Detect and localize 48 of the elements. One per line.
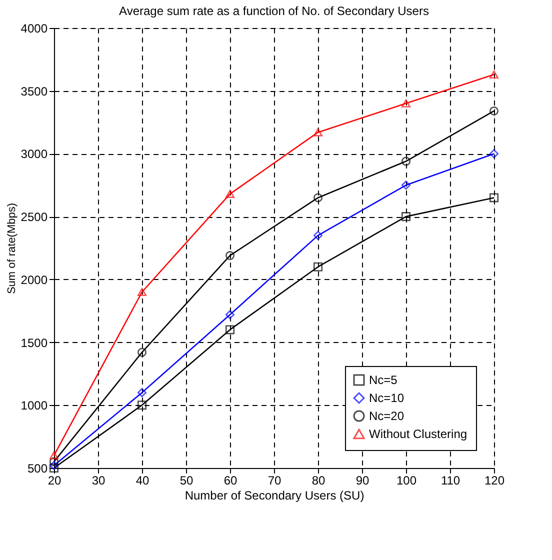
y-tick-label: 500 <box>27 462 48 476</box>
chart-title: Average sum rate as a function of No. of Secondary Users <box>119 4 429 18</box>
point <box>489 106 499 116</box>
legend-label: Nc=20 <box>369 409 404 423</box>
x-tick-label: 60 <box>224 474 238 488</box>
point <box>137 348 147 357</box>
legend-label: Without Clustering <box>369 427 468 441</box>
y-tick-label: 2500 <box>20 210 48 224</box>
y-tick-label: 3500 <box>20 84 48 98</box>
point <box>49 457 59 466</box>
point <box>401 180 411 190</box>
point <box>225 325 235 334</box>
x-tick-label: 20 <box>48 474 62 488</box>
x-tick-label: 30 <box>92 474 106 488</box>
point <box>489 70 499 79</box>
point <box>225 251 235 260</box>
x-axis-title: Number of Secondary Users (SU) <box>184 488 364 502</box>
point <box>313 262 323 272</box>
x-tick-label: 120 <box>484 474 505 488</box>
point <box>401 212 411 222</box>
point <box>313 128 323 136</box>
point <box>401 156 411 166</box>
y-tick-label: 2000 <box>20 272 48 287</box>
x-tick-label: 40 <box>136 474 150 488</box>
x-tick-label: 110 <box>440 474 460 488</box>
x-tick-label: 80 <box>312 474 326 488</box>
point <box>225 190 235 198</box>
y-tick-label: 1000 <box>20 398 48 413</box>
legend-label: Nc=5 <box>369 373 398 387</box>
x-tick-label: 100 <box>396 474 417 488</box>
point <box>225 310 235 320</box>
point <box>313 230 323 240</box>
point <box>137 288 147 296</box>
x-tick-label: 50 <box>180 474 194 488</box>
y-tick-label: 1500 <box>20 336 48 350</box>
y-tick-label: 4000 <box>20 22 48 36</box>
point <box>313 193 323 202</box>
point <box>489 193 499 202</box>
y-axis-title: Sum of rate(Mbps) <box>6 202 18 294</box>
point <box>489 149 499 158</box>
x-tick-label: 70 <box>268 474 282 488</box>
x-tick-label: 90 <box>356 474 370 488</box>
point <box>49 451 59 460</box>
point <box>137 388 147 398</box>
point <box>401 99 411 108</box>
point <box>137 400 147 410</box>
y-tick-label: 3000 <box>20 147 48 162</box>
legend-label: Nc=10 <box>369 391 404 405</box>
